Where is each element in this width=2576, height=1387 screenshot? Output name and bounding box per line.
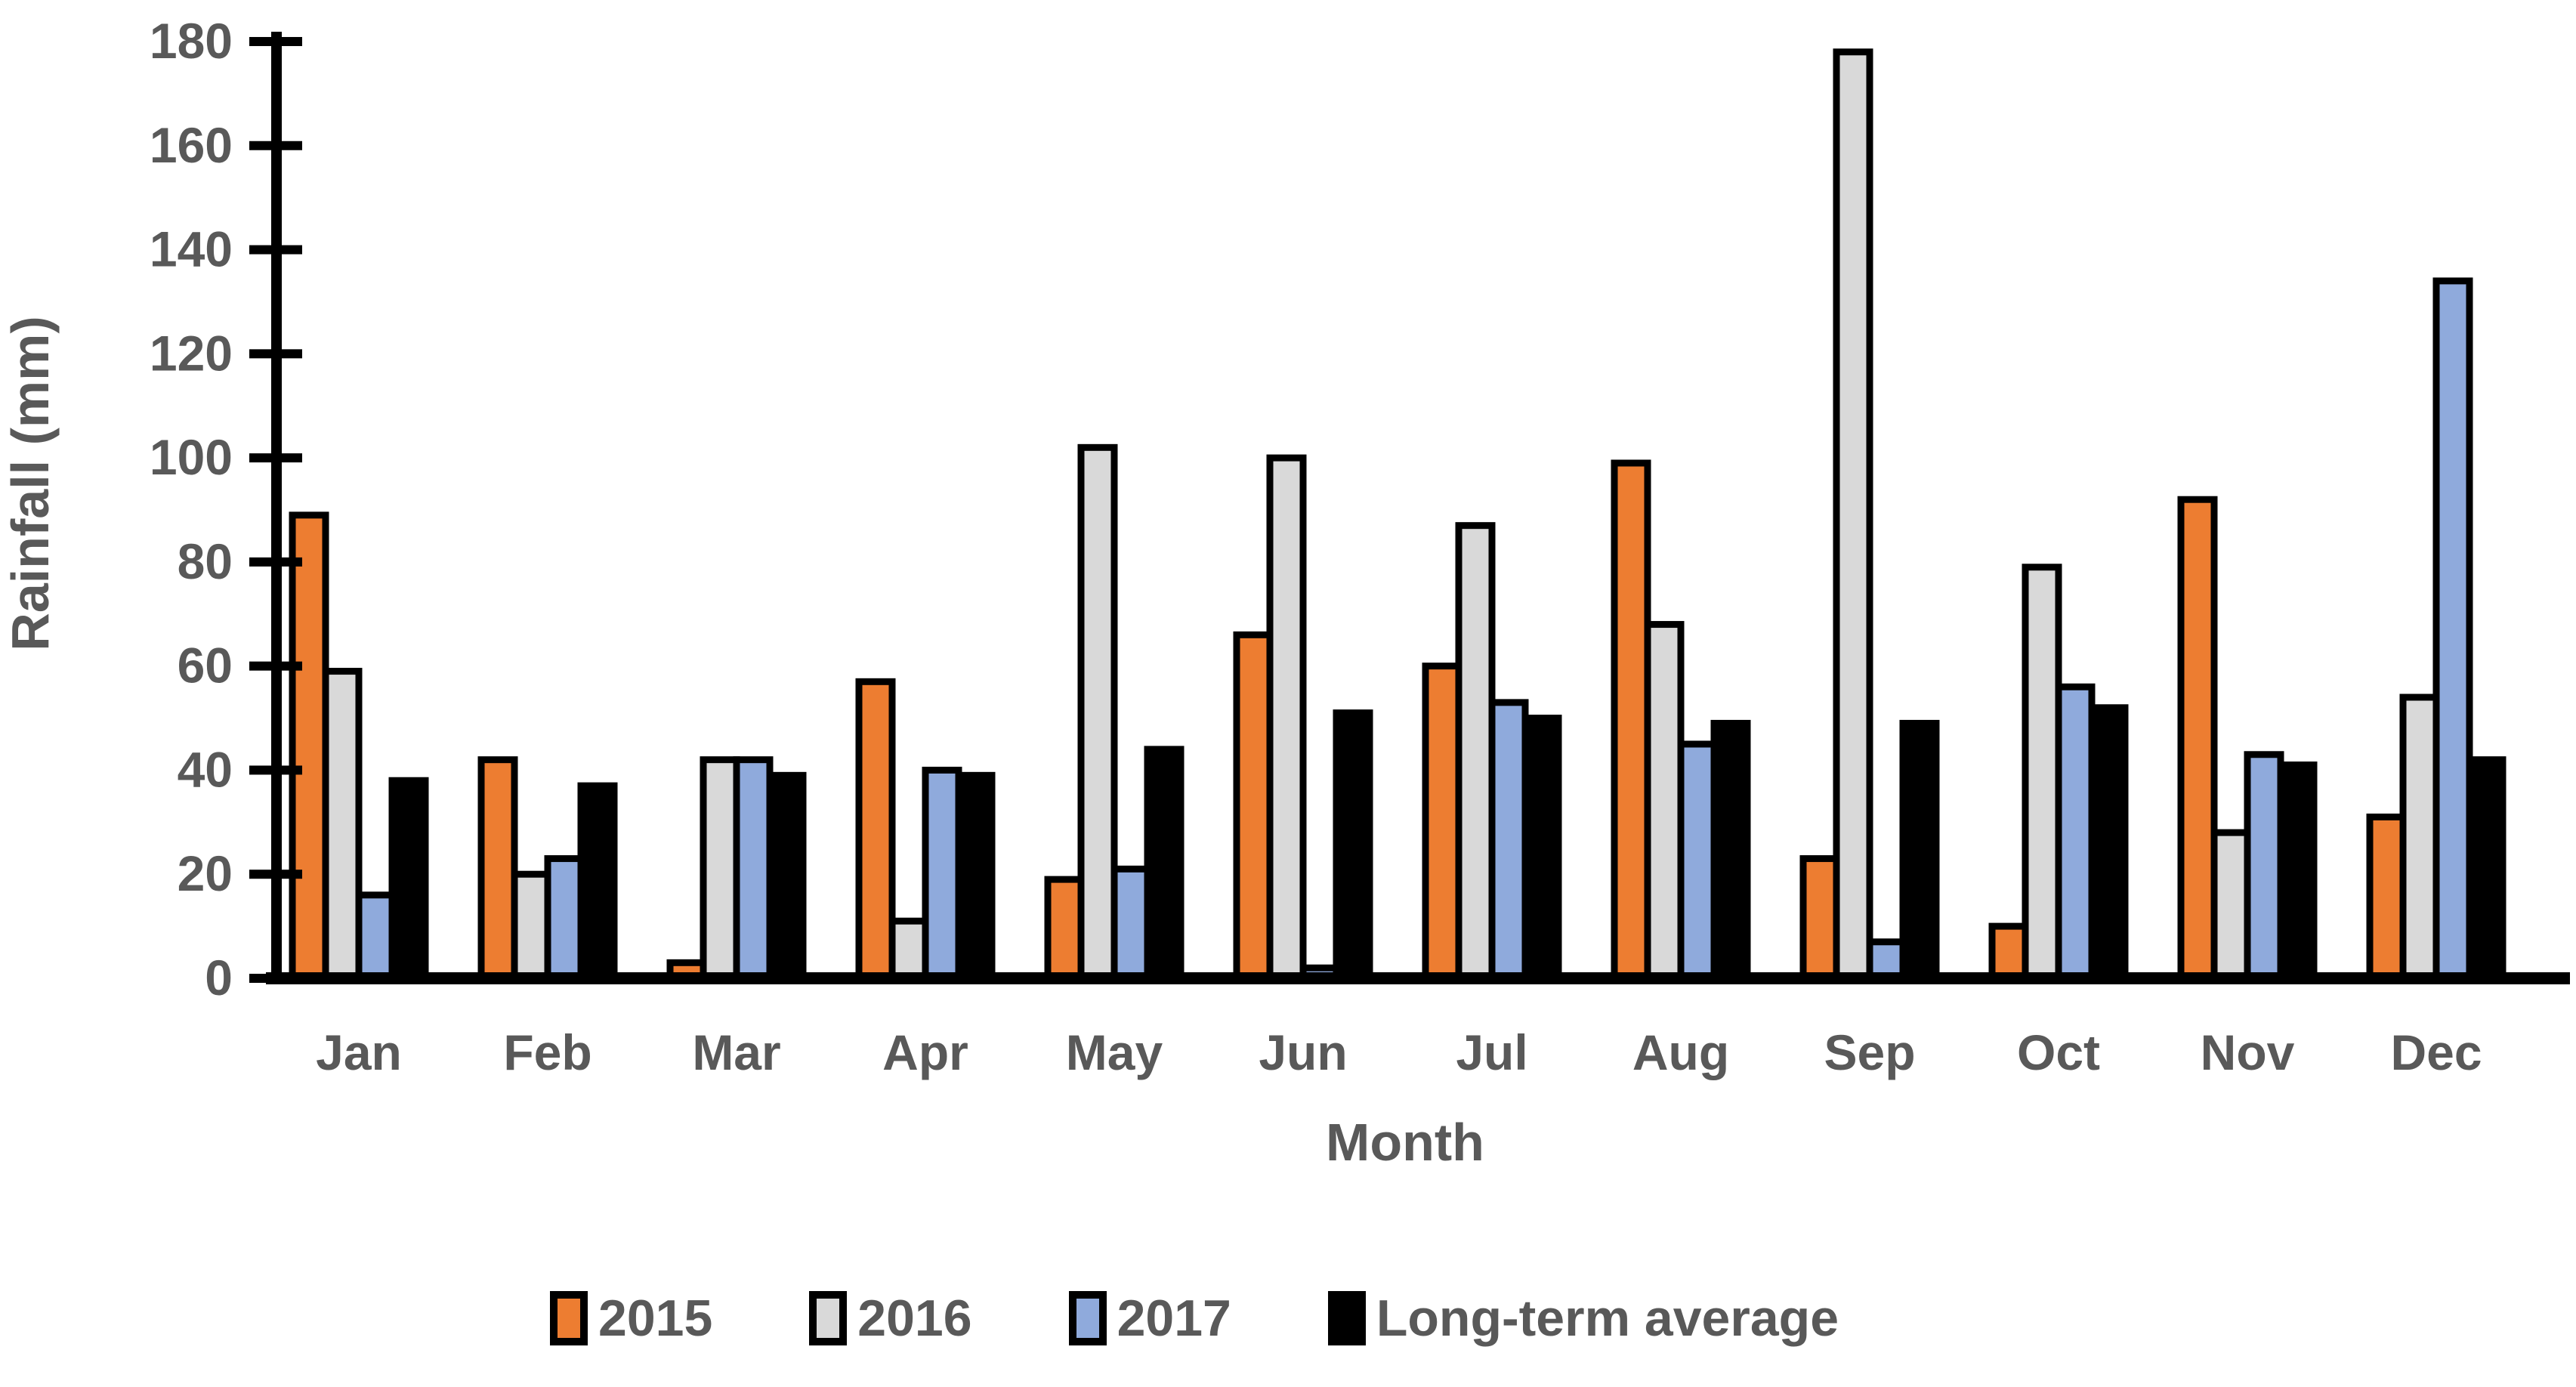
bar-dec-2016: [2399, 694, 2440, 982]
legend-label: 2017: [1117, 1290, 1231, 1347]
y-tick-label-60: 60: [178, 638, 233, 694]
legend-swatch-icon: [1068, 1291, 1107, 1345]
y-tick-40: [249, 765, 302, 775]
legend-swatch-icon: [809, 1291, 848, 1345]
bar-oct-2015: [1988, 922, 2029, 982]
legend-item-2016: 2016: [809, 1289, 972, 1348]
y-tick-label-40: 40: [178, 741, 233, 797]
bar-aug-2016: [1644, 621, 1685, 982]
bar-sep-2016: [1833, 48, 1873, 982]
y-tick-label-80: 80: [178, 533, 233, 589]
bar-apr-2016: [888, 917, 929, 982]
bar-apr-long-term-average: [955, 771, 996, 982]
bar-apr-2015: [855, 678, 896, 982]
legend-label: 2016: [857, 1290, 972, 1347]
x-tick-label-apr: Apr: [882, 1024, 968, 1080]
x-tick-label-jan: Jan: [316, 1024, 402, 1080]
bar-jul-2017: [1488, 699, 1529, 982]
x-tick-label-mar: Mar: [692, 1024, 780, 1080]
bar-jul-long-term-average: [1521, 715, 1562, 982]
y-tick-label-140: 140: [150, 221, 233, 277]
bar-jun-long-term-average: [1333, 709, 1373, 982]
bar-oct-long-term-average: [2088, 704, 2129, 982]
bar-aug-2017: [1677, 740, 1718, 982]
x-tick-label-jul: Jul: [1456, 1024, 1527, 1080]
bar-feb-2017: [544, 855, 585, 982]
bar-may-2016: [1077, 443, 1118, 982]
legend-label: 2015: [598, 1290, 713, 1347]
y-tick-label-20: 20: [178, 845, 233, 901]
bar-sep-2015: [1799, 855, 1840, 982]
bar-sep-long-term-average: [1899, 719, 1940, 982]
bar-mar-2017: [733, 756, 774, 982]
bar-may-2015: [1044, 876, 1085, 982]
y-tick-20: [249, 870, 302, 879]
bar-jul-2015: [1422, 663, 1463, 982]
x-axis-line: [266, 972, 2570, 984]
bar-dec-2017: [2432, 277, 2473, 982]
y-tick-label-120: 120: [150, 325, 233, 381]
x-tick-label-oct: Oct: [2017, 1024, 2100, 1080]
bar-mar-long-term-average: [766, 771, 807, 982]
x-tick-label-jun: Jun: [1259, 1024, 1347, 1080]
y-axis-title: Rainfall (mm): [1, 316, 60, 651]
bar-jun-2016: [1266, 454, 1307, 982]
legend-swatch-icon: [550, 1291, 588, 1345]
bar-nov-2015: [2177, 496, 2218, 982]
legend-item-2015: 2015: [550, 1289, 712, 1348]
y-tick-label-0: 0: [205, 950, 233, 1005]
y-tick-140: [249, 245, 302, 255]
bar-dec-long-term-average: [2466, 756, 2507, 982]
y-tick-label-160: 160: [150, 117, 233, 173]
y-axis-line: [271, 32, 282, 984]
bar-jun-2015: [1233, 631, 1274, 982]
y-tick-100: [249, 453, 302, 463]
x-tick-label-sep: Sep: [1824, 1024, 1915, 1080]
chart-legend: 2015 2016 2017 Long-term average: [550, 1289, 1839, 1348]
bar-jul-2016: [1455, 522, 1496, 982]
bar-may-long-term-average: [1144, 746, 1185, 982]
bar-dec-2015: [2366, 813, 2407, 982]
bar-feb-2015: [477, 756, 518, 982]
bar-jan-long-term-average: [388, 777, 429, 982]
x-tick-label-feb: Feb: [503, 1024, 591, 1080]
y-tick-180: [249, 36, 302, 46]
x-axis-title: Month: [1326, 1113, 1484, 1172]
x-tick-label-dec: Dec: [2390, 1024, 2482, 1080]
bar-jan-2016: [322, 668, 363, 982]
y-tick-120: [249, 349, 302, 359]
x-tick-label-may: May: [1066, 1024, 1163, 1080]
legend-swatch-icon: [1327, 1291, 1366, 1345]
y-tick-80: [249, 557, 302, 567]
bar-aug-2015: [1611, 459, 1651, 982]
x-tick-label-aug: Aug: [1632, 1024, 1729, 1080]
bar-mar-2016: [700, 756, 740, 982]
bar-oct-2017: [2055, 683, 2096, 982]
y-tick-label-100: 100: [150, 429, 233, 485]
bar-apr-2017: [922, 766, 962, 982]
bar-feb-2016: [511, 870, 551, 982]
bar-oct-2016: [2022, 564, 2062, 982]
x-tick-label-nov: Nov: [2201, 1024, 2295, 1080]
bar-nov-2017: [2244, 751, 2284, 982]
y-tick-label-180: 180: [150, 13, 233, 69]
bar-jan-2015: [289, 511, 329, 982]
bar-nov-2016: [2210, 829, 2251, 982]
bar-jan-2017: [355, 891, 396, 982]
bar-may-2017: [1110, 865, 1151, 982]
bar-feb-long-term-average: [577, 782, 618, 982]
bar-nov-long-term-average: [2277, 761, 2318, 982]
y-tick-60: [249, 661, 302, 671]
legend-label: Long-term average: [1376, 1290, 1839, 1347]
legend-item-2017: 2017: [1068, 1289, 1231, 1348]
y-tick-160: [249, 141, 302, 150]
legend-item-long-term-average: Long-term average: [1327, 1289, 1839, 1348]
bar-aug-long-term-average: [1710, 719, 1751, 982]
